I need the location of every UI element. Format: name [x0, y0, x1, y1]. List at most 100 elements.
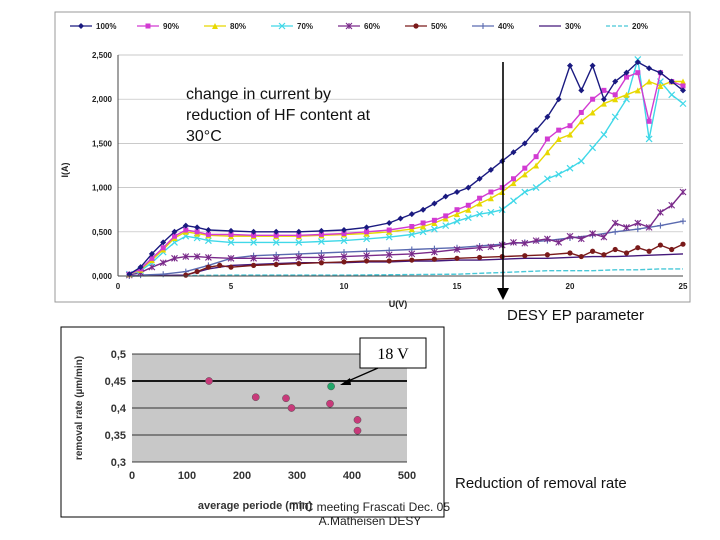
data-point	[148, 250, 155, 257]
data-point	[600, 100, 607, 107]
data-point	[635, 245, 641, 251]
data-point	[600, 96, 607, 103]
data-point	[680, 78, 686, 85]
data-point	[567, 131, 573, 138]
data-point	[510, 239, 517, 246]
data-point	[408, 231, 416, 238]
x-tick-label: 0	[116, 282, 121, 291]
data-point	[645, 223, 653, 231]
data-point	[341, 231, 347, 237]
data-point	[578, 118, 585, 125]
series-line	[129, 268, 683, 277]
callout-arrow	[345, 367, 379, 383]
legend-marker	[212, 23, 218, 29]
data-point	[511, 176, 516, 182]
data-point	[205, 231, 211, 237]
data-point	[363, 235, 371, 243]
data-point	[543, 175, 551, 183]
data-point	[577, 235, 585, 243]
legend-label: 20%	[632, 22, 648, 31]
data-point	[430, 225, 438, 233]
data-point	[296, 261, 302, 267]
removal-data-point	[287, 404, 296, 412]
data-point	[431, 219, 438, 226]
data-point	[567, 250, 573, 256]
data-point	[228, 264, 234, 270]
data-point	[521, 140, 528, 147]
y-tick-label: 1,500	[92, 139, 113, 148]
data-point	[668, 78, 675, 85]
data-point	[159, 259, 167, 267]
data-point	[680, 83, 686, 89]
legend-label: 40%	[498, 22, 514, 31]
data-point	[431, 248, 438, 256]
data-point	[137, 264, 144, 271]
footer: TTC meeting Frascati Dec. 05 A.Matheisen…	[285, 500, 455, 528]
data-point	[487, 243, 495, 251]
removal-rate-label: Reduction of removal rate	[455, 475, 627, 492]
data-point	[171, 254, 178, 262]
data-point	[487, 195, 494, 202]
callout-label: 18 V	[377, 346, 409, 363]
data-point	[521, 188, 529, 196]
data-point	[454, 189, 460, 196]
chart-legend: 100% 90% 80% 70% 60% 50% 40% 30% 20%	[70, 22, 648, 31]
removal-y-tick-label: 0,4	[111, 403, 127, 415]
data-point	[624, 74, 629, 80]
data-point	[680, 87, 686, 94]
footer-line-1: TTC meeting Frascati Dec. 05	[289, 500, 451, 514]
legend-label: 50%	[431, 22, 447, 31]
data-point	[408, 226, 415, 233]
removal-rate-chart: 0,3 0,35 0,4 0,45 0,5 0 100 200 300 400 500 remova…	[60, 326, 445, 518]
legend-label: 100%	[96, 22, 116, 31]
data-point	[679, 100, 687, 108]
removal-points	[205, 377, 362, 435]
data-point	[194, 268, 200, 275]
removal-data-point	[353, 416, 362, 424]
data-point	[409, 257, 415, 263]
data-point	[544, 252, 551, 258]
data-point	[228, 231, 234, 237]
data-point	[510, 180, 517, 187]
data-point	[318, 227, 325, 234]
data-point	[431, 200, 438, 207]
data-point	[680, 218, 686, 225]
data-point	[443, 213, 449, 219]
data-point	[431, 256, 437, 262]
data-point	[397, 215, 404, 222]
data-point	[385, 233, 393, 241]
desy-arrow-head	[497, 288, 509, 300]
x-tick-label: 5	[229, 282, 234, 291]
y-tick-label: 2,500	[92, 51, 113, 60]
removal-y-tick-label: 0,45	[105, 376, 126, 388]
data-point	[533, 154, 539, 160]
data-point	[680, 241, 686, 247]
data-point	[204, 237, 212, 245]
data-point	[160, 245, 166, 251]
data-point	[318, 260, 324, 266]
data-point	[555, 135, 562, 142]
data-point	[612, 228, 619, 235]
data-point	[408, 211, 415, 218]
data-point	[454, 207, 460, 213]
legend-marker	[278, 22, 286, 30]
data-point	[205, 227, 212, 234]
removal-data-point	[353, 426, 362, 435]
data-point	[477, 195, 483, 201]
legend-label: 60%	[364, 22, 380, 31]
chart-series-group	[125, 55, 687, 279]
data-point	[419, 228, 427, 236]
data-point	[341, 259, 347, 265]
data-point	[612, 78, 619, 85]
data-point	[567, 62, 573, 69]
legend-marker	[78, 23, 84, 29]
removal-x-tick-label: 100	[178, 470, 196, 482]
x-tick-label: 10	[340, 282, 349, 291]
x-axis-label: U(V)	[389, 299, 408, 309]
data-point	[386, 258, 392, 264]
data-point	[182, 222, 189, 229]
data-point	[193, 253, 201, 260]
removal-x-tick-label: 200	[233, 470, 251, 482]
removal-y-tick-label: 0,3	[111, 457, 126, 469]
removal-x-tick-label: 0	[129, 470, 135, 482]
